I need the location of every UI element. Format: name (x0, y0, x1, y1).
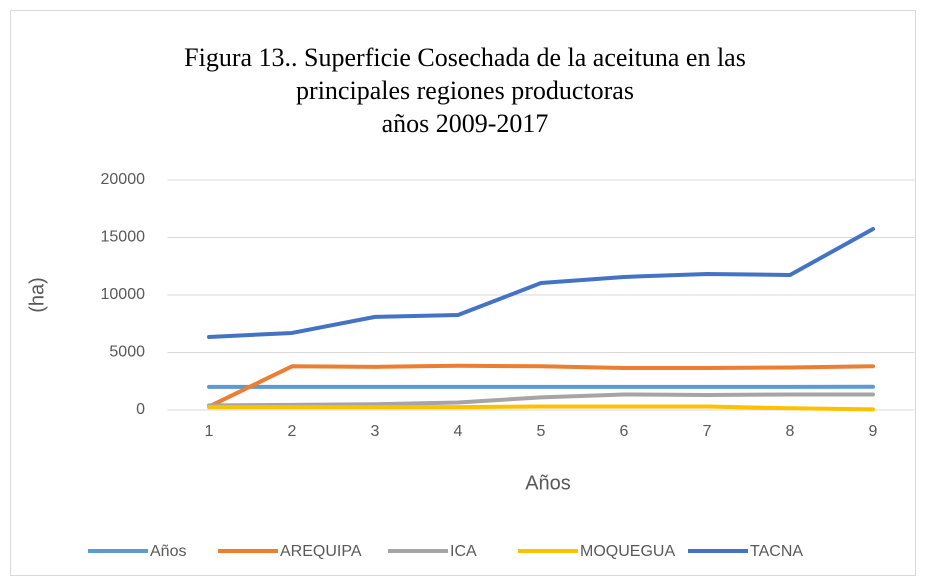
y-tick-label: 10000 (101, 286, 146, 303)
y-tick-label: 0 (136, 401, 145, 418)
x-tick-label: 3 (371, 423, 380, 440)
legend-label: MOQUEGUA (580, 543, 675, 560)
y-axis-label: (ha) (26, 277, 48, 313)
legend-label: AREQUIPA (280, 543, 362, 560)
x-tick-label: 1 (205, 423, 214, 440)
x-tick-label: 8 (786, 423, 795, 440)
y-tick-label: 15000 (101, 229, 146, 246)
legend-label: Años (150, 543, 186, 560)
chart-title: principales regiones productoras (296, 76, 634, 105)
chart-title: Figura 13.. Superficie Cosechada de la a… (184, 43, 746, 72)
x-tick-label: 9 (869, 423, 878, 440)
chart-title: años 2009-2017 (382, 109, 549, 138)
series-line (207, 226, 875, 339)
x-tick-label: 2 (288, 423, 297, 440)
x-tick-label: 5 (537, 423, 546, 440)
x-tick-label: 4 (454, 423, 463, 440)
y-tick-label: 20000 (101, 171, 146, 188)
series-line (207, 392, 875, 408)
x-tick-label: 6 (620, 423, 629, 440)
series-line (207, 404, 875, 412)
y-tick-label: 5000 (109, 344, 145, 361)
chart-border (10, 10, 916, 576)
x-tick-label: 7 (703, 423, 712, 440)
series-line (207, 363, 875, 409)
x-axis-label: Años (525, 472, 571, 494)
legend-label: ICA (450, 543, 477, 560)
legend-label: TACNA (750, 543, 803, 560)
